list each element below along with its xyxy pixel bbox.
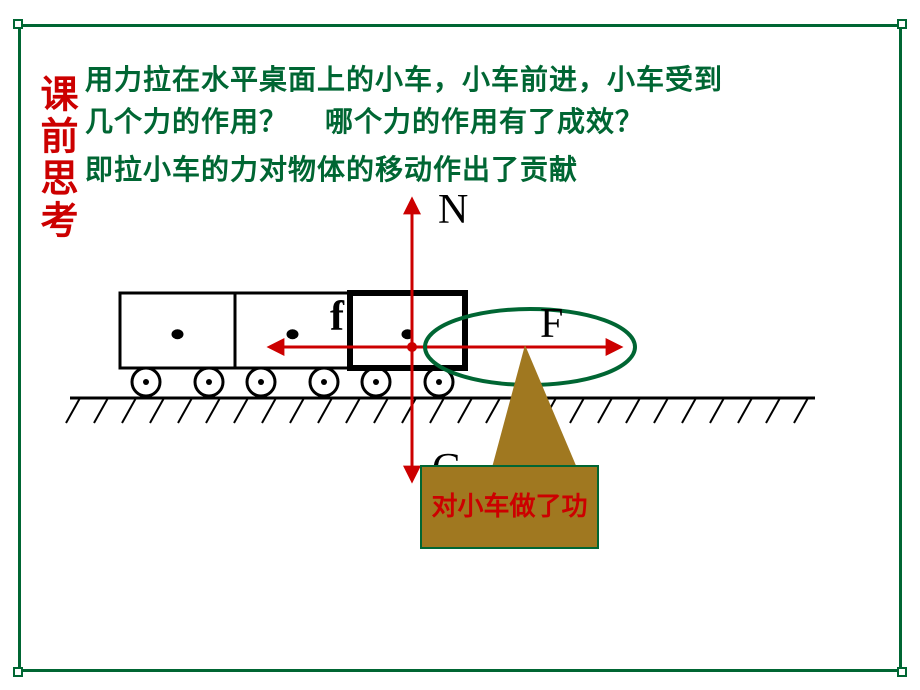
label-f: f <box>330 293 344 341</box>
label-N: N <box>438 186 468 234</box>
physics-diagram <box>0 0 920 690</box>
callout-box: 对小车做了功 <box>420 465 599 549</box>
label-F: F <box>540 300 563 348</box>
callout-pointer <box>490 345 580 475</box>
